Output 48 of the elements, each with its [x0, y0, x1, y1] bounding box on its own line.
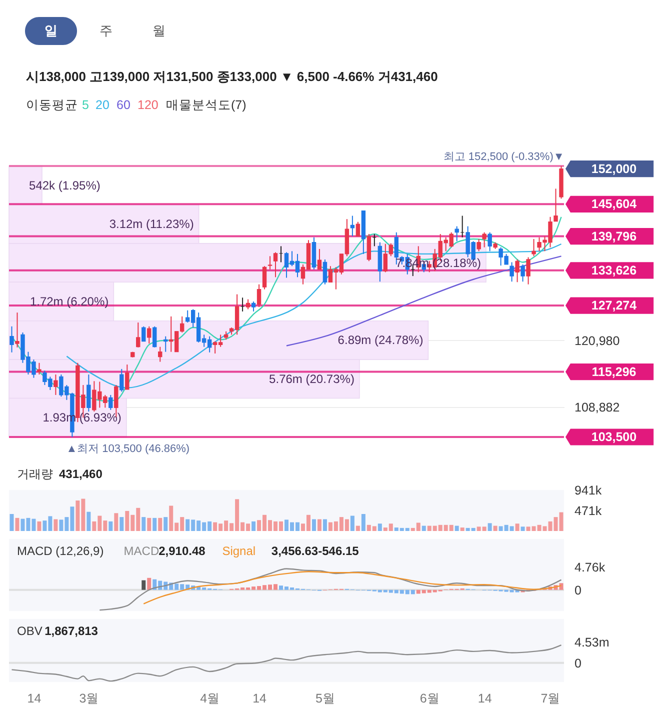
chart-title: OBV: [17, 624, 42, 638]
series-label: Signal: [222, 544, 256, 558]
annotation: 1,867,813: [44, 624, 98, 638]
annotation: 2,910.48: [158, 544, 206, 558]
ref-line-label: 103,500: [591, 430, 637, 444]
text: 매물분석도(7): [166, 98, 246, 112]
text: 월: [152, 23, 166, 38]
text: 152,000: [591, 162, 637, 176]
y-tick-label: 4.53m: [574, 636, 610, 650]
ref-line-label: 139,796: [591, 229, 637, 244]
x-tick-label: 5월: [315, 692, 336, 706]
x-tick-label: 14: [27, 692, 42, 706]
ref-line-label: 127,274: [591, 298, 637, 313]
y-tick-label: 0: [574, 583, 582, 598]
legend-title: 이동평균: [26, 98, 78, 112]
x-tick-label: 3월: [79, 692, 100, 706]
ref-line-label: 115,296: [592, 364, 636, 379]
text: 주: [100, 23, 112, 38]
data-label: 5.76m (20.73%): [269, 372, 354, 386]
y-tick-label: 0: [574, 656, 582, 670]
x-tick-label: 14: [478, 692, 492, 706]
text: MACD: [124, 544, 160, 558]
text: 20: [96, 98, 110, 112]
text: 일: [44, 23, 58, 38]
annotation: ▲최저 103,500 (46.86%): [66, 443, 190, 455]
annotation: 3,456.63-546.15: [271, 544, 360, 558]
legend-label: 120: [138, 98, 158, 112]
ref-line-label: 145,604: [591, 197, 637, 212]
chart-title: MACD (12,26,9): [17, 544, 104, 558]
data-label: 3.12m (11.23%): [109, 217, 194, 232]
chart-subtitle: 시138,000 고139,000 저131,500 종133,000 ▼ 6,500 -4.66% 거431,460: [26, 69, 438, 84]
y-tick-label: 120,980: [574, 334, 620, 348]
y-tick-label: 471k: [574, 504, 602, 518]
y-tick-label: 941k: [574, 484, 602, 498]
x-tick-label: 7월: [540, 692, 561, 706]
data-label: 6.89m (24.78%): [338, 333, 424, 348]
text: 431,460: [59, 467, 103, 481]
y-tick-label: 108,882: [574, 400, 620, 415]
x-tick-label: 6월: [420, 692, 440, 706]
y-tick-label: 4.76k: [574, 560, 606, 575]
chart-title: 거래량: [17, 467, 53, 481]
text: 5: [82, 98, 89, 112]
text: 최고 152,500 (-0.33%)▼: [443, 151, 564, 163]
x-tick-label: 4월: [200, 692, 220, 706]
text: 60: [116, 98, 130, 112]
x-tick-label: 14: [252, 692, 267, 706]
ref-line-label: 133,626: [591, 263, 637, 278]
data-label: 542k (1.95%): [29, 178, 100, 192]
